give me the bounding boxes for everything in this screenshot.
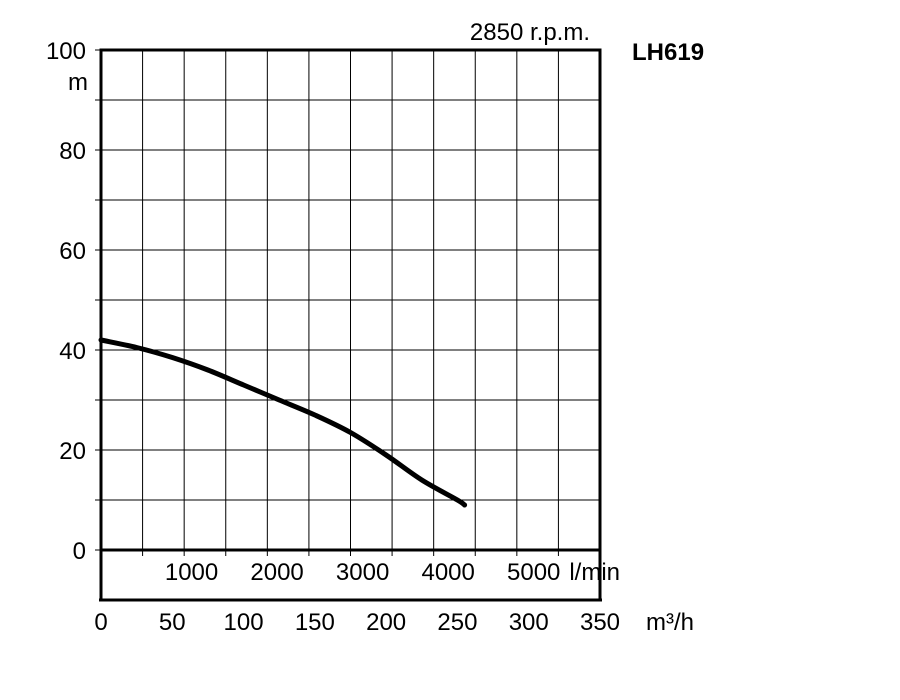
- m3h-axis-tick-labels: 0 50 100 150 200 250 300 350: [94, 609, 620, 636]
- m3h-tick-label: 50: [159, 609, 186, 636]
- m3h-tick-label: 200: [366, 609, 406, 636]
- lmin-tick-label: 2000: [250, 559, 303, 586]
- head-flow-curve: [98, 337, 468, 508]
- y-tick-label: 80: [59, 138, 86, 165]
- lmin-tick-label: 3000: [336, 559, 389, 586]
- chart-title: LH619: [632, 39, 704, 66]
- y-tick-label: 20: [59, 438, 86, 465]
- lmin-axis-unit: l/min: [569, 559, 620, 586]
- m3h-tick-label: 350: [580, 609, 620, 636]
- m3h-tick-label: 300: [509, 609, 549, 636]
- lmin-tick-label: 1000: [165, 559, 218, 586]
- y-tick-label: 100: [46, 38, 86, 65]
- lmin-tick-label: 5000: [507, 559, 560, 586]
- m3h-tick-label: 150: [295, 609, 335, 636]
- plot-frame: [99, 48, 602, 602]
- m3h-tick-label: 100: [224, 609, 264, 636]
- grid: [95, 49, 601, 556]
- lmin-axis-tick-labels: 1000 2000 3000 4000 5000: [165, 559, 561, 586]
- y-axis-tick-labels: 0 20 40 60 80 100: [46, 38, 86, 565]
- m3h-tick-label: 0: [94, 609, 107, 636]
- y-tick-label: 0: [73, 538, 86, 565]
- y-axis-unit: m: [68, 69, 88, 96]
- y-tick-label: 60: [59, 238, 86, 265]
- lmin-tick-label: 4000: [421, 559, 474, 586]
- y-tick-label: 40: [59, 338, 86, 365]
- plot-border: [99, 48, 602, 552]
- m3h-tick-label: 250: [437, 609, 477, 636]
- m3h-axis-unit: m³/h: [646, 609, 694, 636]
- speed-label: 2850 r.p.m.: [470, 19, 590, 46]
